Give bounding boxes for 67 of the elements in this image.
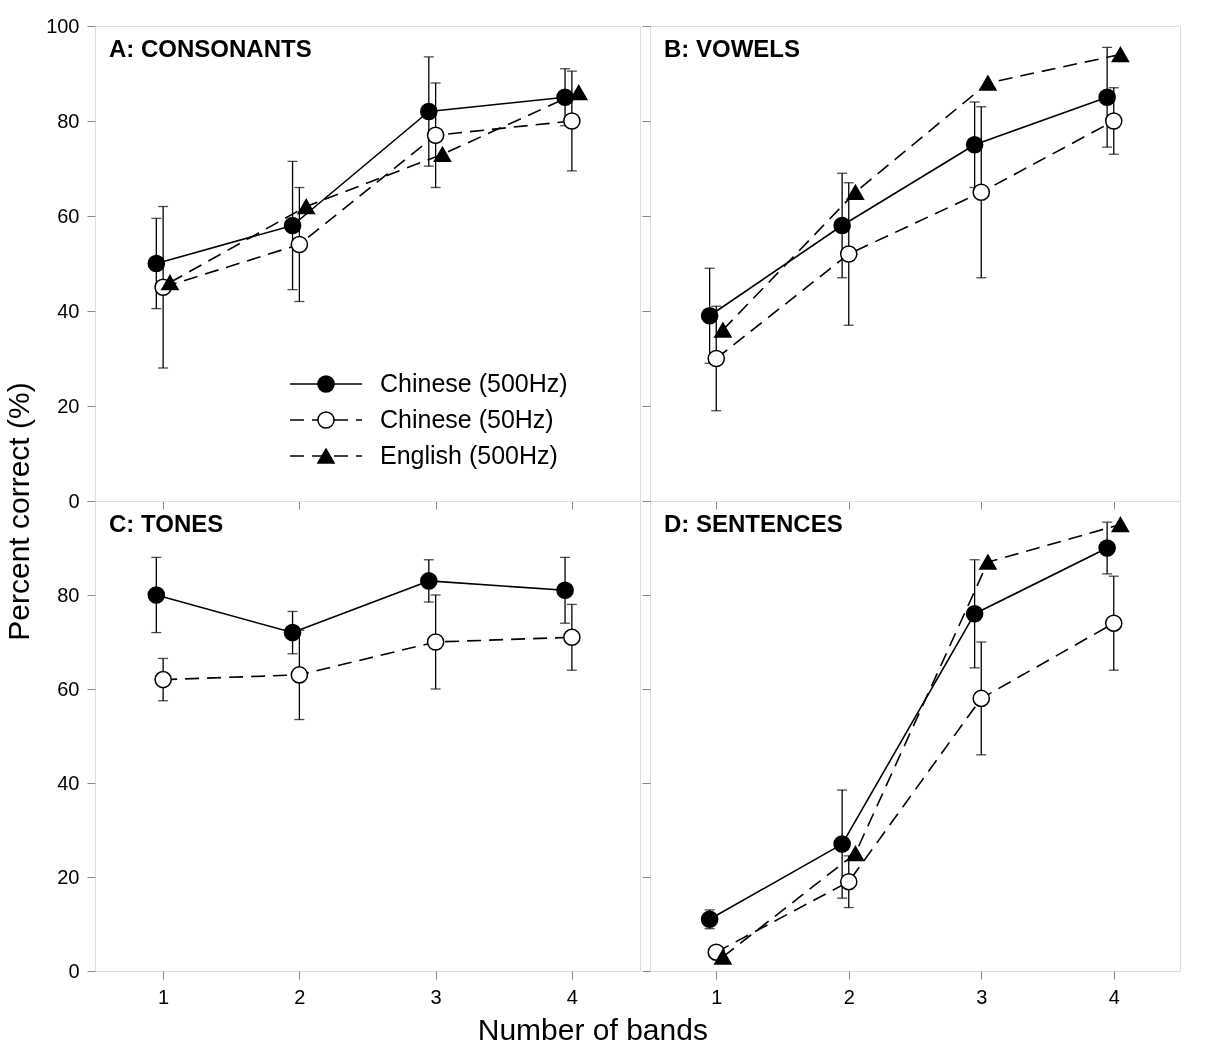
point <box>426 633 445 651</box>
point <box>1104 614 1123 632</box>
point <box>297 198 315 215</box>
point <box>563 628 581 647</box>
y-tick-label: 40 <box>57 771 80 794</box>
point <box>714 322 732 338</box>
y-tick-label: 20 <box>57 394 80 417</box>
point <box>290 666 309 684</box>
y-tick-label: 80 <box>57 109 80 132</box>
point <box>972 689 991 708</box>
x-tick-label: 3 <box>976 985 988 1008</box>
point <box>433 146 452 162</box>
point <box>839 245 858 263</box>
point <box>700 910 719 929</box>
x-tick-label: 2 <box>843 985 855 1008</box>
point <box>707 349 726 368</box>
y-tick-label: 60 <box>57 204 80 227</box>
y-tick-label: 40 <box>57 299 80 322</box>
point <box>839 872 858 891</box>
point <box>154 670 172 689</box>
point <box>290 235 309 254</box>
point <box>846 845 865 862</box>
y-tick-label: 20 <box>57 865 80 888</box>
point <box>556 581 574 600</box>
x-tick-label: 4 <box>566 985 578 1008</box>
point <box>1098 539 1116 557</box>
point <box>283 216 302 235</box>
x-axis-title: Number of bands <box>477 1012 708 1046</box>
y-tick-label: 80 <box>57 583 80 606</box>
point <box>1098 88 1116 107</box>
y-tick-label: 0 <box>68 959 80 982</box>
point <box>979 554 997 570</box>
x-tick-label: 1 <box>158 985 170 1008</box>
y-tick-label: 0 <box>68 489 80 512</box>
point <box>846 184 865 200</box>
point <box>833 835 851 853</box>
legend-label: Chinese (50Hz) <box>380 405 554 433</box>
point <box>161 274 179 291</box>
point <box>965 605 984 623</box>
chart-title: A: CONSONANTS <box>109 35 312 62</box>
point <box>979 75 997 91</box>
point <box>1104 112 1123 130</box>
point <box>700 306 719 325</box>
chart-title: D: SENTENCES <box>664 510 843 537</box>
point <box>965 135 984 154</box>
x-tick-label: 3 <box>430 985 442 1008</box>
point <box>420 572 438 590</box>
point <box>283 623 302 642</box>
point <box>714 949 732 965</box>
point <box>833 216 851 235</box>
point <box>563 112 581 130</box>
point <box>1111 516 1130 533</box>
point <box>426 126 445 145</box>
y-tick-label: 100 <box>46 14 80 37</box>
x-tick-label: 4 <box>1108 985 1120 1008</box>
point <box>147 586 166 604</box>
point <box>972 183 991 202</box>
x-tick-label: 1 <box>711 985 723 1008</box>
legend-label: Chinese (500Hz) <box>380 369 568 397</box>
legend-label: English (500Hz) <box>380 441 558 469</box>
chart-title: B: VOWELS <box>664 35 800 62</box>
y-tick-label: 60 <box>57 677 80 700</box>
point <box>1111 46 1130 63</box>
point <box>420 102 438 121</box>
x-tick-label: 2 <box>294 985 306 1008</box>
y-axis-title: Percent correct (%) <box>2 382 36 641</box>
chart-title: C: TONES <box>109 510 224 537</box>
